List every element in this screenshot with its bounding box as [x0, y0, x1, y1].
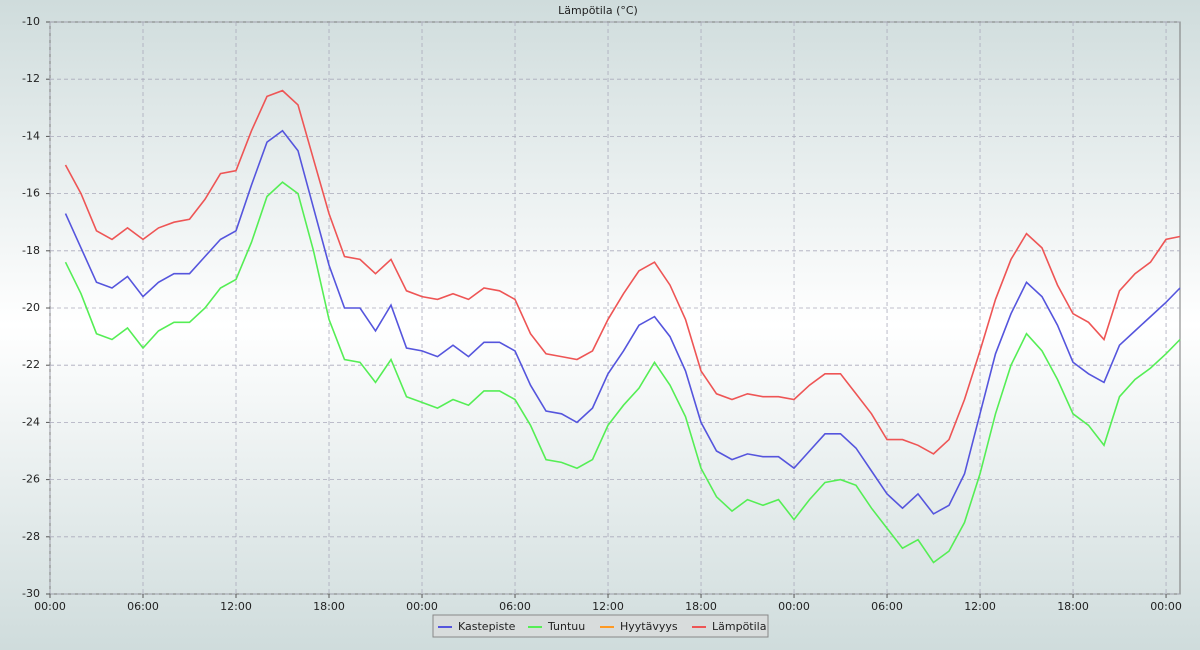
y-tick-label: -12 — [22, 72, 40, 85]
series-line — [64, 129, 1181, 515]
y-tick-label: -18 — [22, 244, 40, 257]
legend-label: Hyytävyys — [620, 620, 678, 633]
y-tick-label: -24 — [22, 415, 40, 428]
x-tick-label: 00:00 — [34, 600, 66, 613]
legend-label: Lämpötila — [712, 620, 766, 633]
y-tick-label: -26 — [22, 473, 40, 486]
x-tick-label: 06:00 — [127, 600, 159, 613]
legend-label: Kastepiste — [458, 620, 516, 633]
y-tick-label: -10 — [22, 15, 40, 28]
x-tick-label: 18:00 — [685, 600, 717, 613]
y-tick-label: -30 — [22, 587, 40, 600]
x-tick-label: 18:00 — [1057, 600, 1089, 613]
legend-label: Tuntuu — [547, 620, 585, 633]
x-tick-label: 12:00 — [220, 600, 252, 613]
chart-title: Lämpötila (°C) — [558, 4, 638, 17]
x-tick-label: 06:00 — [871, 600, 903, 613]
y-tick-label: -28 — [22, 530, 40, 543]
series-line — [64, 89, 1181, 455]
y-tick-label: -20 — [22, 301, 40, 314]
y-tick-label: -16 — [22, 187, 40, 200]
y-tick-label: -14 — [22, 129, 40, 142]
x-tick-label: 06:00 — [499, 600, 531, 613]
x-tick-label: 00:00 — [1150, 600, 1182, 613]
series-line — [64, 181, 1181, 564]
legend: Kastepiste Tuntuu Hyytävyys Lämpötila — [438, 620, 766, 633]
x-tick-label: 00:00 — [778, 600, 810, 613]
x-tick-label: 12:00 — [964, 600, 996, 613]
x-tick-label: 18:00 — [313, 600, 345, 613]
y-tick-label: -22 — [22, 358, 40, 371]
x-tick-label: 12:00 — [592, 600, 624, 613]
x-tick-label: 00:00 — [406, 600, 438, 613]
